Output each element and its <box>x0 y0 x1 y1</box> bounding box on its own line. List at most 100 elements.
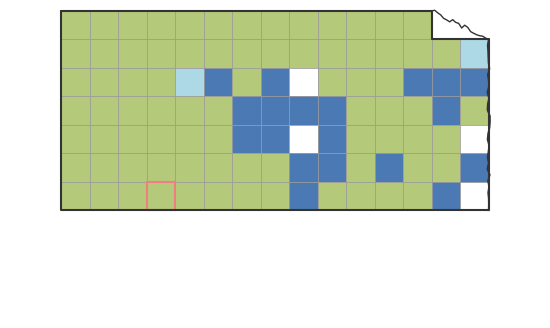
Bar <box>432 96 460 125</box>
Bar <box>261 96 289 125</box>
Bar <box>403 39 432 68</box>
Bar <box>62 39 90 68</box>
Bar <box>346 125 375 153</box>
Bar <box>318 96 346 125</box>
Bar <box>261 182 289 210</box>
Bar <box>147 68 175 96</box>
Bar <box>375 11 403 39</box>
Bar <box>403 96 432 125</box>
Bar <box>346 96 375 125</box>
Bar <box>261 39 289 68</box>
Bar <box>118 96 147 125</box>
Bar <box>118 68 147 96</box>
Bar <box>375 182 403 210</box>
Bar <box>346 39 375 68</box>
Bar <box>318 153 346 182</box>
Bar <box>118 153 147 182</box>
Bar <box>232 39 261 68</box>
Bar <box>175 68 204 96</box>
Bar <box>432 68 460 96</box>
Bar <box>289 96 318 125</box>
Bar <box>403 68 432 96</box>
Bar <box>289 11 318 39</box>
Bar <box>232 153 261 182</box>
Bar <box>204 68 232 96</box>
Bar <box>375 68 403 96</box>
Bar <box>204 11 232 39</box>
Bar <box>90 96 118 125</box>
Bar <box>261 68 289 96</box>
Bar <box>90 11 118 39</box>
Bar <box>175 182 204 210</box>
Bar <box>90 68 118 96</box>
Bar <box>62 182 90 210</box>
Bar <box>375 96 403 125</box>
Bar <box>90 153 118 182</box>
Bar <box>403 153 432 182</box>
Bar <box>375 125 403 153</box>
Bar <box>460 153 488 182</box>
Bar <box>318 182 346 210</box>
Bar <box>62 153 90 182</box>
Bar <box>204 125 232 153</box>
Bar <box>90 39 118 68</box>
Bar <box>318 125 346 153</box>
Bar <box>318 11 346 39</box>
Bar <box>147 182 175 210</box>
Bar <box>432 39 460 68</box>
Bar <box>318 68 346 96</box>
Polygon shape <box>432 11 488 39</box>
Bar <box>118 39 147 68</box>
Bar <box>204 39 232 68</box>
Bar <box>175 39 204 68</box>
Bar <box>403 125 432 153</box>
Bar <box>403 182 432 210</box>
Bar <box>261 125 289 153</box>
Bar <box>289 182 318 210</box>
Bar <box>289 39 318 68</box>
Bar <box>346 11 375 39</box>
Bar <box>232 125 261 153</box>
Bar <box>289 125 318 153</box>
Bar <box>346 182 375 210</box>
Bar <box>460 39 488 68</box>
Bar <box>232 68 261 96</box>
Bar <box>175 153 204 182</box>
Bar <box>375 39 403 68</box>
Bar <box>261 11 289 39</box>
Bar <box>432 153 460 182</box>
Bar <box>62 96 90 125</box>
Bar <box>175 11 204 39</box>
Bar <box>118 125 147 153</box>
Bar <box>147 125 175 153</box>
Bar <box>204 96 232 125</box>
Bar <box>175 125 204 153</box>
Bar <box>62 11 90 39</box>
Bar <box>289 153 318 182</box>
Bar <box>204 182 232 210</box>
Bar <box>62 125 90 153</box>
Bar <box>432 125 460 153</box>
Bar <box>346 153 375 182</box>
Bar <box>62 68 90 96</box>
Bar <box>318 39 346 68</box>
Bar <box>90 182 118 210</box>
Bar <box>232 182 261 210</box>
Bar <box>147 11 175 39</box>
Bar <box>147 96 175 125</box>
Bar <box>289 68 318 96</box>
Bar <box>232 96 261 125</box>
Bar <box>175 96 204 125</box>
Bar <box>460 68 488 96</box>
Bar <box>147 153 175 182</box>
Bar <box>460 96 488 125</box>
Bar <box>261 153 289 182</box>
Bar <box>204 153 232 182</box>
Bar <box>147 39 175 68</box>
Bar <box>432 182 460 210</box>
Bar <box>403 11 432 39</box>
Bar <box>346 68 375 96</box>
Bar <box>375 153 403 182</box>
Bar <box>90 125 118 153</box>
Bar <box>232 11 261 39</box>
